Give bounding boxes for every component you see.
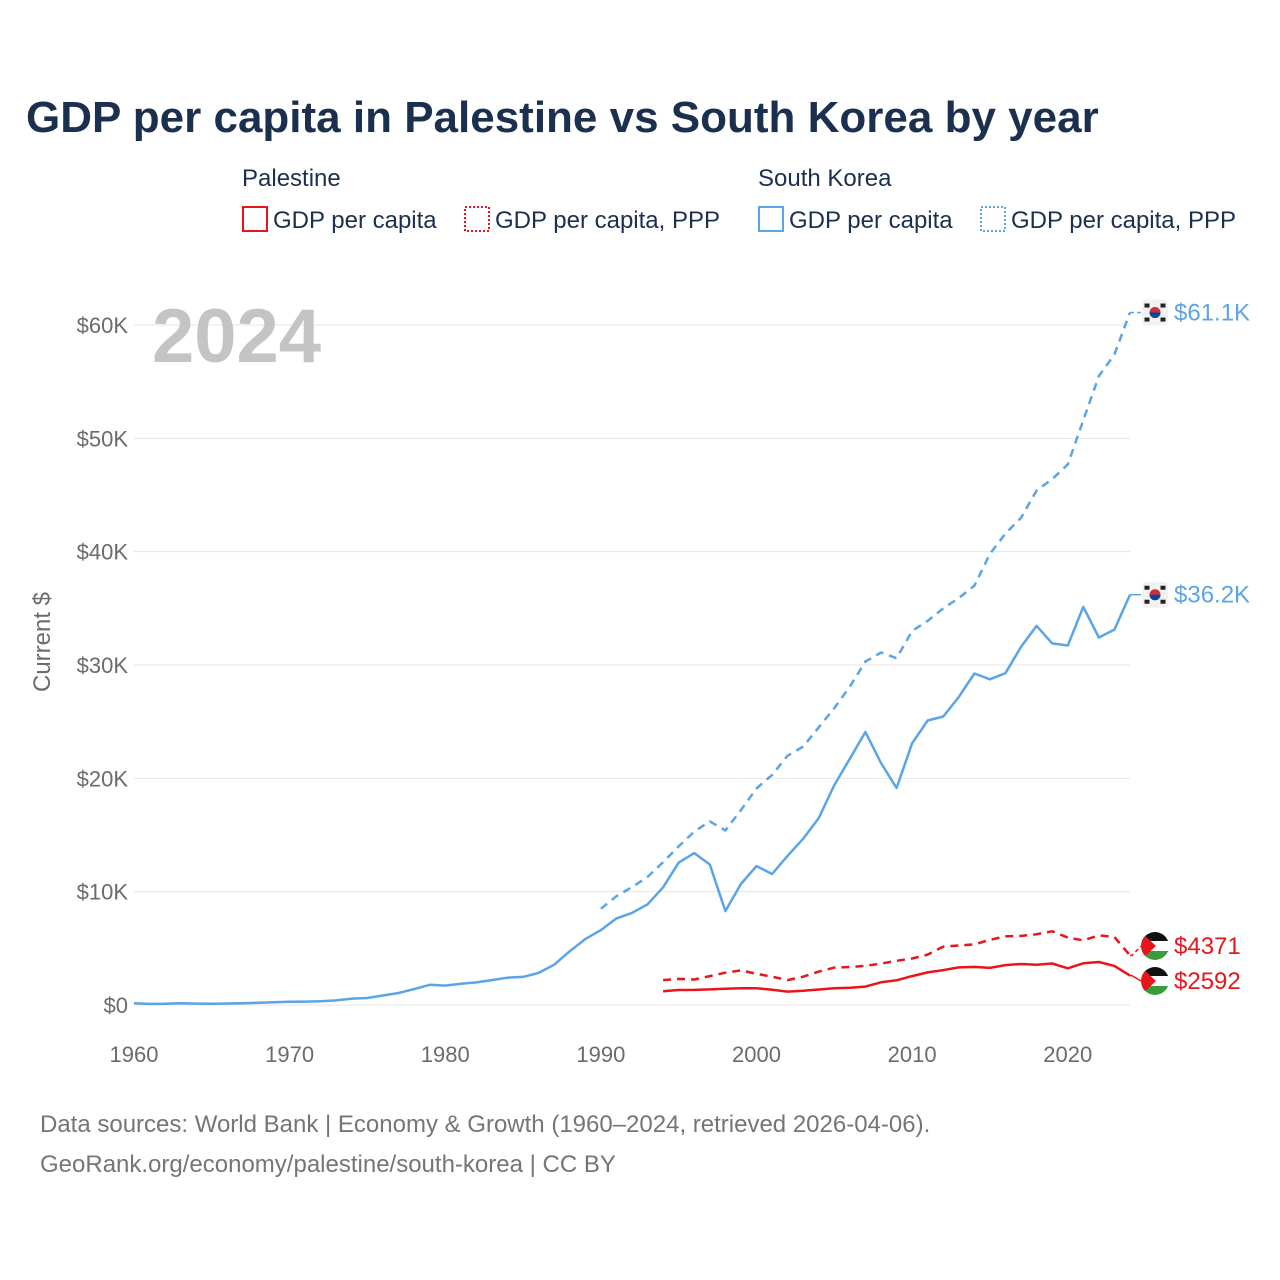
legend-swatch-solid: [242, 206, 268, 232]
series-line-palestine-gdp-per-capita: [663, 960, 1131, 993]
y-tick-label: $60K: [77, 313, 129, 338]
end-label-group: $4371: [1130, 932, 1241, 960]
end-label-group: $61.1K: [1130, 299, 1250, 327]
y-tick-label: $0: [104, 993, 128, 1018]
end-label-group: $2592: [1130, 967, 1241, 995]
legend-item-label: GDP per capita: [273, 207, 437, 234]
palestine-flag-icon: [1141, 967, 1169, 995]
palestine-flag-icon: [1141, 932, 1169, 960]
x-tick-label: 2010: [888, 1042, 937, 1067]
end-labels: $36.2K $61.1K $2592 $4371: [1130, 299, 1250, 995]
legend: Palestine GDP per capita GDP per capita,…: [242, 165, 1236, 234]
y-tick-label: $50K: [77, 426, 129, 451]
x-tick-label: 1990: [576, 1042, 625, 1067]
series-lines: [133, 312, 1132, 1006]
end-label-value: $61.1K: [1174, 300, 1250, 327]
end-label-value: $4371: [1174, 933, 1241, 960]
south-korea-flag-icon: [1142, 581, 1168, 608]
x-axis: 1960 1970 1980 1990 2000 2010 2020: [110, 1042, 1093, 1067]
x-tick-label: 2000: [732, 1042, 781, 1067]
series-line-palestine-gdp-per-capita-ppp: [663, 930, 1131, 982]
legend-group-title: Palestine: [242, 165, 341, 192]
legend-swatch-dotted: [980, 206, 1006, 232]
gridlines: [134, 324, 1130, 1006]
end-label-group: $36.2K: [1130, 581, 1250, 609]
x-tick-label: 2020: [1043, 1042, 1092, 1067]
legend-swatch-solid: [758, 206, 784, 232]
chart-title: GDP per capita in Palestine vs South Kor…: [26, 93, 1099, 142]
x-tick-label: 1970: [265, 1042, 314, 1067]
y-tick-label: $20K: [77, 766, 129, 791]
end-label-leader: [1130, 974, 1142, 982]
source-line-1: Data sources: World Bank | Economy & Gro…: [40, 1111, 930, 1138]
year-label: 2024: [152, 294, 321, 379]
x-tick-label: 1960: [110, 1042, 159, 1067]
end-label-value: $36.2K: [1174, 582, 1250, 609]
y-tick-label: $40K: [77, 540, 129, 565]
series-line-south-korea-gdp-per-capita-ppp: [600, 312, 1132, 910]
y-axis-label: Current $: [29, 592, 56, 692]
legend-group-south-korea: South Korea GDP per capita GDP per capit…: [758, 165, 1236, 234]
legend-group-palestine: Palestine GDP per capita GDP per capita,…: [242, 165, 720, 234]
series-line-south-korea-gdp-per-capita: [133, 594, 1132, 1006]
south-korea-flag-icon: [1142, 299, 1168, 326]
legend-item-label: GDP per capita, PPP: [1011, 207, 1236, 234]
end-label-value: $2592: [1174, 968, 1241, 995]
source-line-2: GeoRank.org/economy/palestine/south-kore…: [40, 1151, 616, 1178]
end-label-leader: [1130, 945, 1142, 957]
y-tick-label: $30K: [77, 653, 129, 678]
y-tick-label: $10K: [77, 880, 129, 905]
legend-swatch-dotted: [464, 206, 490, 232]
legend-item-label: GDP per capita: [789, 207, 953, 234]
y-axis: $0 $10K $20K $30K $40K $50K $60K: [77, 313, 129, 1018]
legend-item-label: GDP per capita, PPP: [495, 207, 720, 234]
legend-group-title: South Korea: [758, 165, 892, 192]
x-tick-label: 1980: [421, 1042, 470, 1067]
